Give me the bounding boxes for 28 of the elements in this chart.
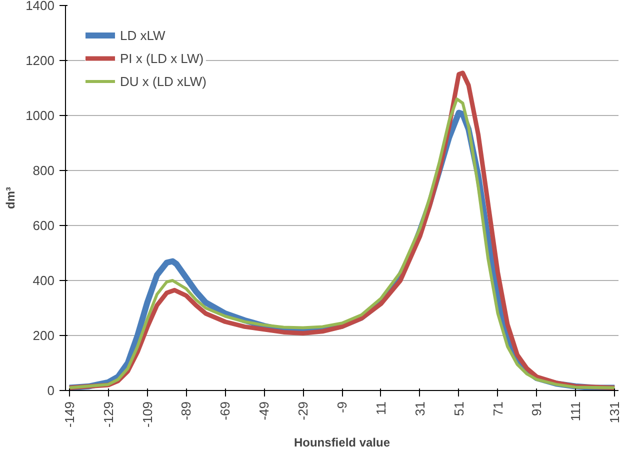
y-axis-title: dm³ xyxy=(4,187,18,209)
legend-label: PI x (LD x LW) xyxy=(120,50,204,66)
x-tick-label: 131 xyxy=(607,401,622,424)
x-tick-label: -109 xyxy=(140,401,155,428)
y-tick-label: 800 xyxy=(32,163,55,178)
x-axis-title: Hounsfield value xyxy=(294,436,390,450)
x-tick-label: -149 xyxy=(62,401,77,428)
x-tick-label: 71 xyxy=(490,401,506,416)
x-tick-label: 51 xyxy=(451,401,466,416)
y-tick-label: 400 xyxy=(32,273,55,288)
y-tick-label: 1000 xyxy=(26,108,54,123)
x-tick-label: 111 xyxy=(568,401,584,422)
y-tick-label: 600 xyxy=(32,218,55,233)
x-tick-label: -89 xyxy=(178,401,194,420)
x-tick-label: -69 xyxy=(218,401,233,420)
x-tick-label: -129 xyxy=(100,401,116,428)
legend-label: LD xLW xyxy=(120,28,166,42)
y-tick-label: 1200 xyxy=(26,53,54,68)
y-tick-label: 0 xyxy=(47,383,55,398)
x-tick-label: -9 xyxy=(334,401,350,414)
x-tick-label: -49 xyxy=(256,401,272,420)
x-tick-label: 31 xyxy=(412,401,428,416)
x-tick-label: 91 xyxy=(529,401,544,416)
x-tick-label: -29 xyxy=(296,401,311,420)
x-tick-label: 11 xyxy=(373,401,388,415)
y-tick-label: 200 xyxy=(32,328,55,343)
legend-label: DU x (LD xLW) xyxy=(120,74,206,88)
y-tick-label: 1400 xyxy=(26,0,54,13)
